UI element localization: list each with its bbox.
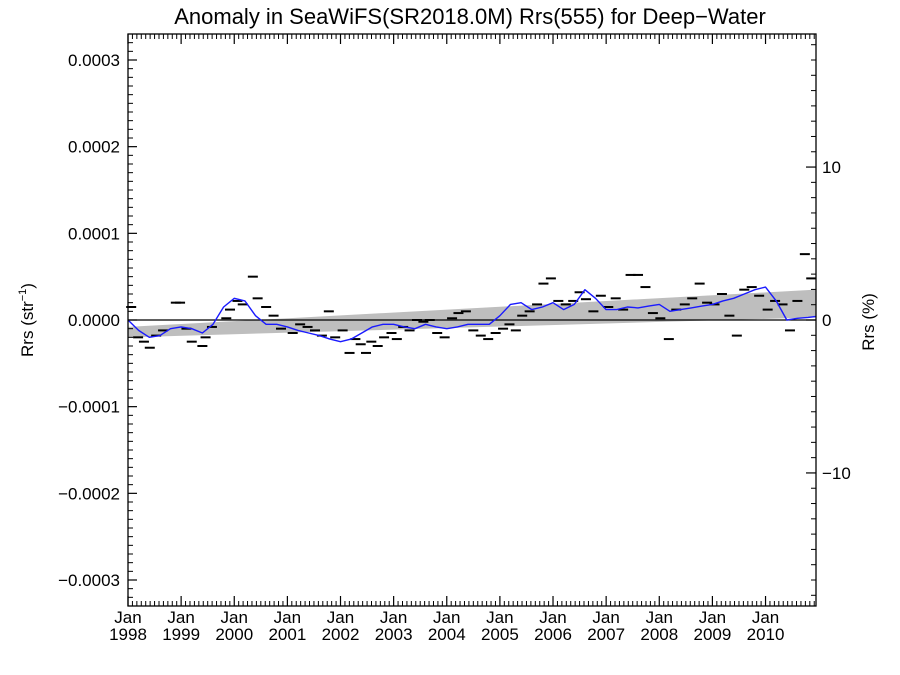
x-tick-month-label: Jan: [221, 608, 248, 627]
left-y-axis: −0.0003 −0.0002 −0.0001 0.0000 0.0001 0.0002 0…: [58, 42, 137, 607]
y2-tick-label: −10: [822, 464, 851, 483]
x-axis: Jan1998Jan1999Jan2000Jan2001Jan2002Jan20…: [109, 34, 815, 644]
x-tick-month-label: Jan: [380, 608, 407, 627]
y2-tick-label: 0: [822, 311, 831, 330]
y-axis-label-superscript: −1: [17, 289, 29, 302]
y-tick-label: 0.0002: [68, 138, 120, 157]
x-tick-year-label: 2010: [747, 625, 785, 644]
trend-band-area: [128, 289, 816, 338]
x-tick-year-label: 2009: [693, 625, 731, 644]
x-tick-month-label: Jan: [539, 608, 566, 627]
x-tick-year-label: 1999: [162, 625, 200, 644]
x-tick-month-label: Jan: [592, 608, 619, 627]
x-tick-year-label: 2002: [322, 625, 360, 644]
y-axis-label-close: ): [18, 283, 37, 289]
x-tick-year-label: 2003: [375, 625, 413, 644]
x-tick-year-label: 2005: [481, 625, 519, 644]
x-tick-month-label: Jan: [752, 608, 779, 627]
x-tick-year-label: 2000: [215, 625, 253, 644]
y-axis-label-main: Rrs (str: [18, 301, 37, 357]
y-tick-label: −0.0001: [58, 398, 120, 417]
y2-axis-label: Rrs (%): [859, 293, 878, 351]
x-tick-month-label: Jan: [433, 608, 460, 627]
smoothed-line-path: [127, 286, 817, 343]
y-axis-label: Rrs (str−1): [17, 283, 37, 357]
x-tick-year-label: 2001: [268, 625, 306, 644]
x-tick-month-label: Jan: [274, 608, 301, 627]
monthly-anomaly-markers: [126, 253, 817, 354]
trend-confidence-band: [128, 289, 816, 338]
chart-title: Anomaly in SeaWiFS(SR2018.0M) Rrs(555) f…: [174, 4, 766, 29]
x-tick-month-label: Jan: [327, 608, 354, 627]
y-tick-label: −0.0003: [58, 571, 120, 590]
x-tick-year-label: 2007: [587, 625, 625, 644]
y2-tick-label: 10: [822, 158, 841, 177]
y-tick-label: 0.0001: [68, 224, 120, 243]
x-tick-year-label: 2008: [640, 625, 678, 644]
x-tick-month-label: Jan: [114, 608, 141, 627]
y-tick-label: 0.0000: [68, 311, 120, 330]
x-tick-month-label: Jan: [646, 608, 673, 627]
right-y-axis: −10 0 10: [806, 44, 851, 596]
y-tick-label: 0.0003: [68, 51, 120, 70]
x-tick-month-label: Jan: [486, 608, 513, 627]
x-tick-year-label: 2004: [428, 625, 466, 644]
x-tick-month-label: Jan: [699, 608, 726, 627]
x-tick-month-label: Jan: [167, 608, 194, 627]
y-tick-label: −0.0002: [58, 484, 120, 503]
x-tick-year-label: 1998: [109, 625, 147, 644]
smoothed-anomaly-line: [127, 286, 817, 343]
x-tick-year-label: 2006: [534, 625, 572, 644]
